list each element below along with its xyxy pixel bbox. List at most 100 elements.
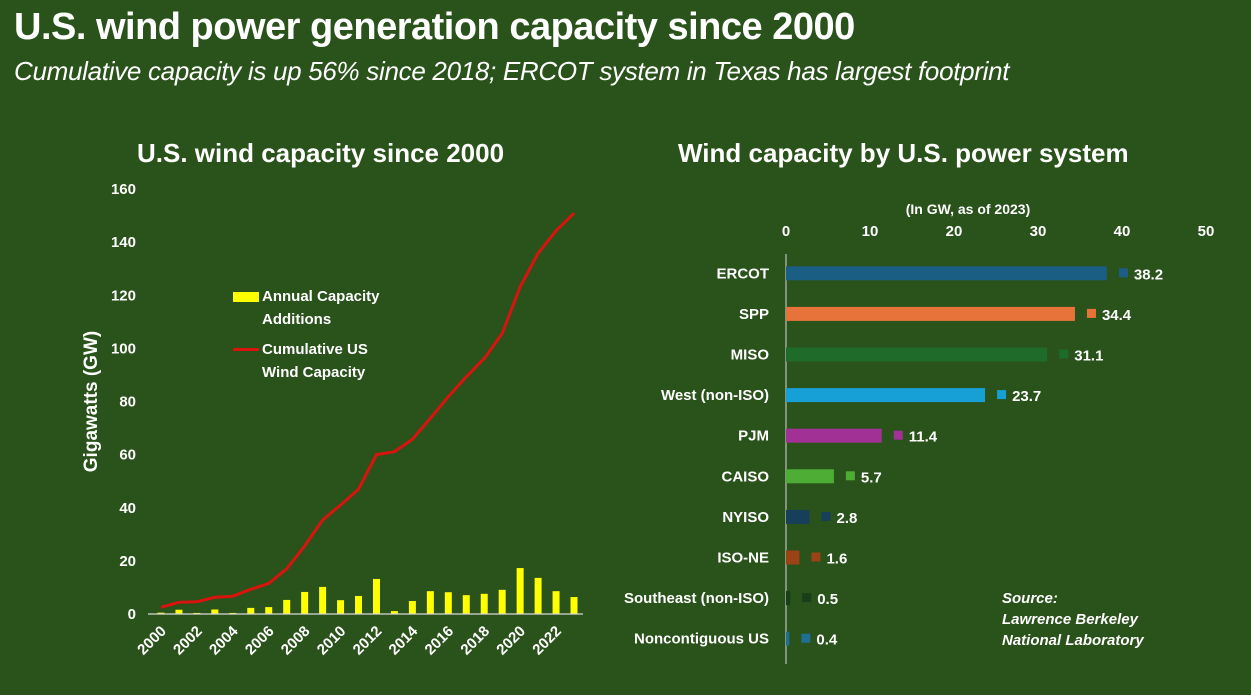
annual-bar [211, 609, 219, 614]
page-subtitle: Cumulative capacity is up 56% since 2018… [14, 56, 1010, 86]
category-label: Noncontiguous US [634, 631, 769, 648]
left-chart-title: U.S. wind capacity since 2000 [137, 138, 505, 168]
x-tick-label: 2020 [493, 623, 529, 659]
data-label: 34.4 [1102, 307, 1132, 324]
annual-bar [444, 592, 452, 614]
right-chart-title: Wind capacity by U.S. power system [678, 138, 1129, 168]
data-label-marker [1086, 308, 1096, 318]
bar [786, 469, 834, 484]
annual-bar [355, 595, 363, 614]
legend-label-cumulative-1: Cumulative US [262, 341, 368, 358]
x-tick-label: 2022 [529, 623, 565, 659]
data-label-marker [893, 430, 903, 440]
y-tick-label: 60 [119, 447, 136, 464]
annual-bar [552, 591, 560, 614]
y-tick-label: 120 [111, 287, 136, 304]
bar [786, 266, 1107, 281]
source-label: Source: [1002, 590, 1058, 607]
x-tick-label: 2002 [170, 623, 206, 659]
annual-bar [247, 607, 255, 614]
category-label: CAISO [721, 468, 769, 485]
category-label: West (non-ISO) [661, 387, 769, 404]
x-tick-label: 40 [1114, 223, 1131, 240]
annual-bar [498, 589, 506, 614]
y-tick-label: 140 [111, 234, 136, 251]
y-tick-label: 0 [128, 606, 136, 623]
annual-bar [390, 611, 398, 614]
data-label: 23.7 [1012, 388, 1041, 405]
annual-bar [301, 591, 309, 614]
bar [786, 509, 810, 524]
annual-bar [570, 597, 578, 614]
y-tick-label: 20 [119, 553, 136, 570]
bar [786, 306, 1075, 321]
x-tick-label: 2000 [134, 623, 170, 659]
annual-bar [480, 593, 488, 614]
x-tick-label: 2016 [422, 623, 458, 659]
data-label: 31.1 [1074, 348, 1103, 365]
x-axis-title: (In GW, as of 2023) [906, 201, 1030, 217]
x-tick-label: 20 [946, 223, 963, 240]
legend-label-cumulative-2: Wind Capacity [262, 364, 366, 381]
x-tick-label: 2014 [386, 622, 422, 658]
legend-label-annual-1: Annual Capacity [262, 288, 380, 305]
data-label: 0.5 [817, 591, 838, 608]
page-title: U.S. wind power generation capacity sinc… [14, 6, 855, 48]
y-tick-label: 100 [111, 340, 136, 357]
annual-bar [462, 595, 470, 614]
annual-bar [265, 607, 273, 614]
bar [786, 631, 790, 646]
category-label: PJM [738, 428, 769, 445]
legend-swatch-annual [233, 292, 259, 302]
data-label: 1.6 [826, 551, 847, 568]
legend-swatch-cumulative [233, 348, 259, 351]
category-label: ERCOT [717, 265, 770, 282]
y-tick-label: 40 [119, 500, 136, 517]
data-label-marker [1118, 268, 1128, 278]
annual-bar [337, 600, 345, 614]
category-label: Southeast (non-ISO) [624, 590, 769, 607]
x-tick-label: 50 [1198, 223, 1215, 240]
source-note: Source: Lawrence Berkeley National Labor… [1002, 588, 1144, 651]
x-tick-label: 2006 [242, 623, 278, 659]
x-tick-label: 2012 [350, 623, 386, 659]
x-tick-label: 2008 [278, 623, 314, 659]
annual-bar [319, 586, 327, 614]
source-line-2: National Laboratory [1002, 632, 1144, 649]
data-label-marker [845, 471, 855, 481]
source-line-1: Lawrence Berkeley [1002, 611, 1138, 628]
bar [786, 347, 1048, 362]
y-axis-label: Gigawatts (GW) [81, 331, 102, 472]
data-label-marker [802, 593, 812, 603]
data-label-marker [801, 633, 811, 643]
data-label: 11.4 [909, 429, 938, 446]
bar [786, 550, 800, 565]
annual-bar [175, 609, 183, 614]
data-label-marker [997, 390, 1007, 400]
annual-bar [534, 577, 542, 614]
annual-bar [408, 600, 416, 614]
category-label: SPP [739, 306, 769, 323]
annual-bar [426, 591, 434, 614]
bar [786, 591, 791, 606]
data-label-marker [821, 511, 831, 521]
data-label: 38.2 [1134, 266, 1163, 283]
data-label: 5.7 [861, 469, 882, 486]
y-tick-label: 80 [119, 394, 136, 411]
data-label-marker [811, 552, 821, 562]
x-tick-label: 0 [782, 223, 790, 240]
x-tick-label: 10 [862, 223, 879, 240]
category-label: ISO-NE [717, 550, 769, 567]
data-label-marker [1059, 349, 1069, 359]
x-tick-label: 2018 [457, 623, 493, 659]
y-tick-label: 160 [111, 181, 136, 198]
legend-label-annual-2: Additions [262, 311, 332, 328]
bar [786, 428, 882, 443]
data-label: 2.8 [837, 510, 858, 527]
bar [786, 388, 986, 403]
category-label: MISO [731, 347, 770, 364]
category-label: NYISO [722, 509, 769, 526]
x-tick-label: 2010 [314, 623, 350, 659]
annual-bar [157, 612, 165, 614]
